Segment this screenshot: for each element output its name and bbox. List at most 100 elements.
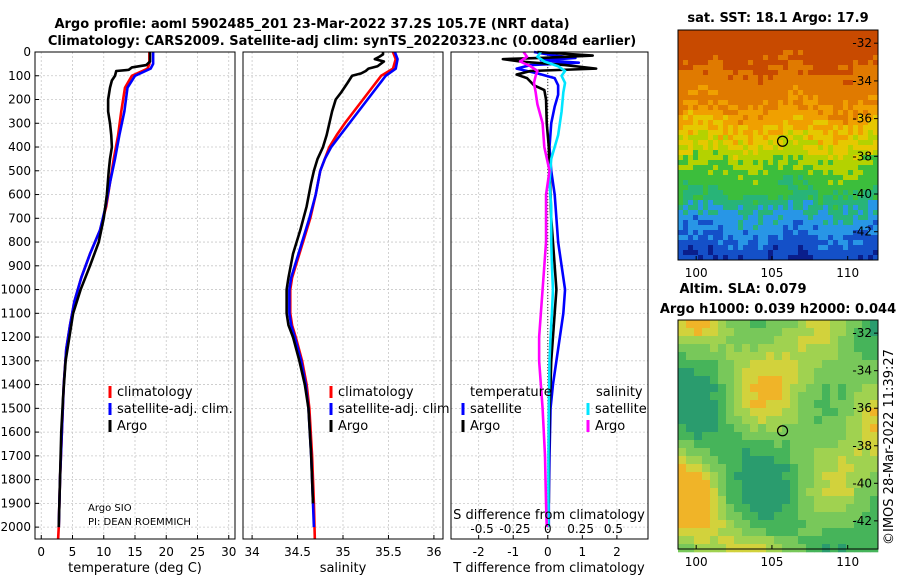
map-cell xyxy=(870,496,879,505)
map-cell xyxy=(766,480,775,489)
map-cell xyxy=(838,115,844,121)
map-cell xyxy=(723,155,729,161)
map-cell xyxy=(782,448,791,457)
map-cell xyxy=(683,170,689,176)
map-cell xyxy=(703,240,709,246)
map-cell xyxy=(843,50,849,56)
map-cell xyxy=(768,45,774,51)
map-cell xyxy=(698,155,704,161)
map-cell xyxy=(763,230,769,236)
map-cell xyxy=(773,160,779,166)
map-cell xyxy=(868,200,874,206)
map-cell xyxy=(710,512,719,521)
map-cell xyxy=(718,85,724,91)
map-cell xyxy=(798,416,807,425)
map-cell xyxy=(868,235,874,241)
map-cell xyxy=(758,190,764,196)
xtick-label: 105 xyxy=(760,555,783,569)
map-cell xyxy=(833,215,839,221)
map-cell xyxy=(763,160,769,166)
map-cell xyxy=(862,376,871,385)
map-cell xyxy=(703,120,709,126)
map-cell xyxy=(833,235,839,241)
map-cell xyxy=(738,65,744,71)
map-cell xyxy=(708,160,714,166)
map-cell xyxy=(728,245,734,251)
map-cell xyxy=(822,400,831,409)
map-cell xyxy=(838,384,847,393)
map-cell xyxy=(748,165,754,171)
map-cell xyxy=(688,225,694,231)
map-cell xyxy=(733,245,739,251)
map-cell xyxy=(778,180,784,186)
map-cell xyxy=(698,200,704,206)
sla-map-panel: Altim. SLA: 0.079 Argo h1000: 0.039 h200… xyxy=(660,282,896,569)
map-cell xyxy=(773,130,779,136)
map-cell xyxy=(738,200,744,206)
map-cell xyxy=(758,195,764,201)
map-cell xyxy=(683,180,689,186)
map-cell xyxy=(698,160,704,166)
map-cell xyxy=(708,195,714,201)
map-cell xyxy=(828,75,834,81)
map-cell xyxy=(683,55,689,61)
map-cell xyxy=(868,145,874,151)
map-cell xyxy=(678,85,684,91)
map-cell xyxy=(726,368,735,377)
map-cell xyxy=(846,352,855,361)
map-cell xyxy=(788,55,794,61)
map-cell xyxy=(822,368,831,377)
map-cell xyxy=(828,190,834,196)
map-cell xyxy=(798,352,807,361)
map-cell xyxy=(814,408,823,417)
map-cell xyxy=(708,245,714,251)
map-cell xyxy=(748,90,754,96)
map-cell xyxy=(806,464,815,473)
map-cell xyxy=(738,70,744,76)
map-cell xyxy=(766,456,775,465)
map-cell xyxy=(870,440,879,449)
map-cell xyxy=(678,376,687,385)
map-cell xyxy=(683,155,689,161)
map-cell xyxy=(798,75,804,81)
map-cell xyxy=(830,480,839,489)
map-cell xyxy=(823,80,829,86)
map-cell xyxy=(713,180,719,186)
map-cell xyxy=(808,210,814,216)
map-cell xyxy=(748,35,754,41)
map-cell xyxy=(693,160,699,166)
map-cell xyxy=(723,255,729,261)
map-cell xyxy=(830,328,839,337)
map-cell xyxy=(783,90,789,96)
map-cell xyxy=(858,30,864,36)
map-cell xyxy=(728,220,734,226)
map-cell xyxy=(846,328,855,337)
map-cell xyxy=(743,165,749,171)
legend-title-salinity: salinity xyxy=(596,385,643,400)
map-cell xyxy=(703,230,709,236)
map-cell xyxy=(798,235,804,241)
map-cell xyxy=(763,175,769,181)
float-info-line2: PI: DEAN ROEMMICH xyxy=(88,517,191,528)
map-cell xyxy=(693,150,699,156)
map-cell xyxy=(862,496,871,505)
map-cell xyxy=(710,528,719,537)
map-cell xyxy=(873,160,879,166)
map-cell xyxy=(818,215,824,221)
map-cell xyxy=(710,416,719,425)
map-cell xyxy=(768,105,774,111)
map-cell xyxy=(814,528,823,537)
map-cell xyxy=(814,480,823,489)
map-cell xyxy=(838,255,844,261)
map-cell xyxy=(718,472,727,481)
map-cell xyxy=(748,225,754,231)
map-cell xyxy=(798,55,804,61)
map-cell xyxy=(734,544,743,553)
map-cell xyxy=(742,456,751,465)
map-cell xyxy=(748,215,754,221)
map-cell xyxy=(713,105,719,111)
map-cell xyxy=(733,125,739,131)
map-cell xyxy=(763,225,769,231)
map-cell xyxy=(862,544,871,553)
map-cell xyxy=(694,392,703,401)
